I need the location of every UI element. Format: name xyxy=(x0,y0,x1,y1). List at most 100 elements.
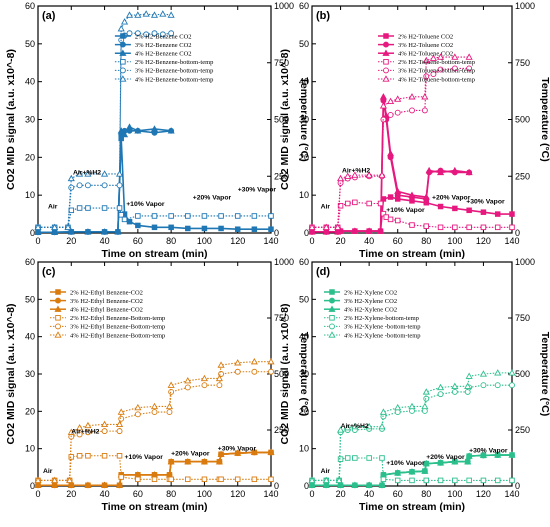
legend-entry: 3% H2-Benzene CO2 xyxy=(135,42,192,49)
data-point xyxy=(116,453,123,459)
data-point xyxy=(121,216,128,223)
data-point xyxy=(84,421,92,429)
data-point xyxy=(68,454,75,460)
x-tick-label: 40 xyxy=(364,236,374,246)
data-point xyxy=(437,66,444,73)
data-point xyxy=(465,452,473,459)
x-tick-label: 40 xyxy=(100,236,110,246)
legend-marker xyxy=(119,75,127,82)
data-point xyxy=(421,93,429,100)
data-point xyxy=(422,388,430,395)
data-point xyxy=(421,467,429,474)
data-point xyxy=(322,223,330,230)
data-point xyxy=(151,30,158,37)
x-tick-label: 0 xyxy=(35,236,40,246)
data-point xyxy=(67,428,75,435)
data-point xyxy=(201,382,208,389)
data-point xyxy=(387,194,394,200)
legend-entry: 4% H2-Xylene CO2 xyxy=(344,307,397,314)
data-point xyxy=(184,376,192,384)
data-point xyxy=(466,65,473,72)
data-point xyxy=(34,223,42,230)
y-tick-label: 50 xyxy=(25,294,35,304)
data-point xyxy=(116,428,123,435)
y2-tick-label: 0 xyxy=(274,481,279,491)
data-point xyxy=(429,54,437,61)
data-point xyxy=(509,211,515,217)
y-tick-label: 10 xyxy=(299,444,309,454)
legend-entry: 2% H2-Benzene-bottom-temp xyxy=(135,59,214,66)
legend-entry: 4% H2-Ethyl Benzene-CO2 xyxy=(70,307,143,314)
data-point xyxy=(452,205,458,212)
y2-tick-label: 0 xyxy=(515,228,520,238)
y-tick-label: 20 xyxy=(25,406,35,416)
y-axis-title: CO2 MID signal (a.u. x10^-8) xyxy=(279,49,291,190)
data-point xyxy=(126,218,133,225)
y-tick-label: 30 xyxy=(299,369,309,379)
data-point xyxy=(437,391,444,398)
annotation: +30% Vapor xyxy=(469,447,508,454)
legend: 2% H2-Benzene CO2 3% H2-Benzene CO2 4% H2-… xyxy=(114,33,214,83)
annotation: +30% Vapor xyxy=(466,198,505,205)
data-point xyxy=(508,451,516,458)
x-tick-label: 60 xyxy=(133,489,143,499)
data-point xyxy=(142,10,150,17)
data-point xyxy=(116,205,123,211)
data-point xyxy=(387,149,395,157)
data-point xyxy=(379,102,387,109)
data-point xyxy=(167,11,175,18)
legend-marker xyxy=(328,331,336,338)
annotation: Air xyxy=(48,203,58,210)
panel-d: 0 20 40 60 80 100 120 1400102030405060025050075… xyxy=(279,257,550,513)
data-point xyxy=(135,222,141,229)
data-point xyxy=(351,227,359,234)
x-tick-label: 0 xyxy=(309,236,314,246)
data-point xyxy=(167,381,175,388)
data-point xyxy=(76,205,83,211)
legend-entry: 4% H2-Toluene CO2 xyxy=(398,51,453,58)
data-point xyxy=(76,431,83,438)
data-point xyxy=(437,477,444,484)
legend: 2% H2-Ethyl Benzene-CO2 3% H2-Ethyl Benze… xyxy=(50,289,165,339)
legend-entry: 2% H2-Xylene-bottom-temp xyxy=(344,315,419,322)
data-point xyxy=(134,11,142,18)
panel-label: (a) xyxy=(42,10,56,22)
data-point xyxy=(184,384,191,391)
data-point xyxy=(114,228,122,235)
data-point xyxy=(437,53,445,60)
y-tick-label: 0 xyxy=(30,228,35,238)
legend-entry: 4% H2-Benzene CO2 xyxy=(135,51,192,58)
legend-entry: 4% H2-Toluene-bottom-temp xyxy=(398,76,475,83)
x-tick-label: 20 xyxy=(66,489,76,499)
data-point xyxy=(165,402,174,410)
data-point xyxy=(64,223,72,230)
data-point xyxy=(394,403,402,411)
y2-axis-title: Temperature (°C) xyxy=(298,77,310,162)
data-point xyxy=(479,370,487,377)
data-point xyxy=(334,223,342,230)
data-point xyxy=(422,459,430,467)
data-point xyxy=(480,382,487,389)
data-point xyxy=(120,18,129,25)
legend-entry: 2% H2-Ethyl Benzene-Bottom-temp xyxy=(70,315,165,322)
y-axis-title: CO2 MID signal (a.u. x10^-8) xyxy=(5,49,17,190)
legend-marker xyxy=(55,323,61,330)
x-axis-title: Time on stream (min) xyxy=(359,501,465,513)
data-point xyxy=(234,359,242,366)
data-point xyxy=(101,182,108,189)
legend-entry: 3% H2-Xylene -bottom-temp xyxy=(344,324,421,331)
data-point xyxy=(408,468,416,475)
y-tick-label: 0 xyxy=(304,481,309,491)
data-point xyxy=(437,203,444,210)
data-point xyxy=(134,30,141,37)
data-point xyxy=(67,481,75,488)
data-point xyxy=(365,422,373,430)
data-point xyxy=(387,216,394,223)
data-point xyxy=(378,481,386,488)
data-point xyxy=(466,477,472,484)
data-point xyxy=(464,458,472,465)
data-point xyxy=(168,476,174,483)
data-point xyxy=(423,223,430,229)
x-tick-label: 20 xyxy=(336,489,346,499)
data-point xyxy=(126,30,133,37)
